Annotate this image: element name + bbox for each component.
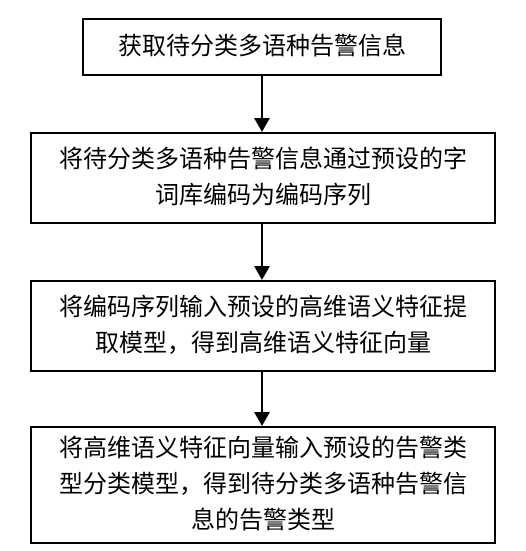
flow-node-2-text: 将待分类多语种告警信息通过预设的字词库编码为编码序列 <box>48 142 478 214</box>
flow-node-4: 将高维语义特征向量输入预设的告警类型分类模型，得到待分类多语种告警信息的告警类型 <box>30 426 496 544</box>
flow-arrow-3-line <box>261 372 263 412</box>
flow-arrow-2-head <box>254 266 270 280</box>
flow-arrow-1-head <box>254 118 270 132</box>
flow-node-2: 将待分类多语种告警信息通过预设的字词库编码为编码序列 <box>30 132 496 224</box>
flow-node-1-text: 获取待分类多语种告警信息 <box>118 29 406 65</box>
flow-node-3: 将编码序列输入预设的高维语义特征提取模型，得到高维语义特征向量 <box>30 280 496 372</box>
flow-arrow-1-line <box>261 76 263 118</box>
flow-arrow-3-head <box>254 412 270 426</box>
flow-node-3-text: 将编码序列输入预设的高维语义特征提取模型，得到高维语义特征向量 <box>48 290 478 362</box>
flow-arrow-2-line <box>261 224 263 266</box>
flow-node-4-text: 将高维语义特征向量输入预设的告警类型分类模型，得到待分类多语种告警信息的告警类型 <box>48 431 478 539</box>
flow-node-1: 获取待分类多语种告警信息 <box>82 18 442 76</box>
